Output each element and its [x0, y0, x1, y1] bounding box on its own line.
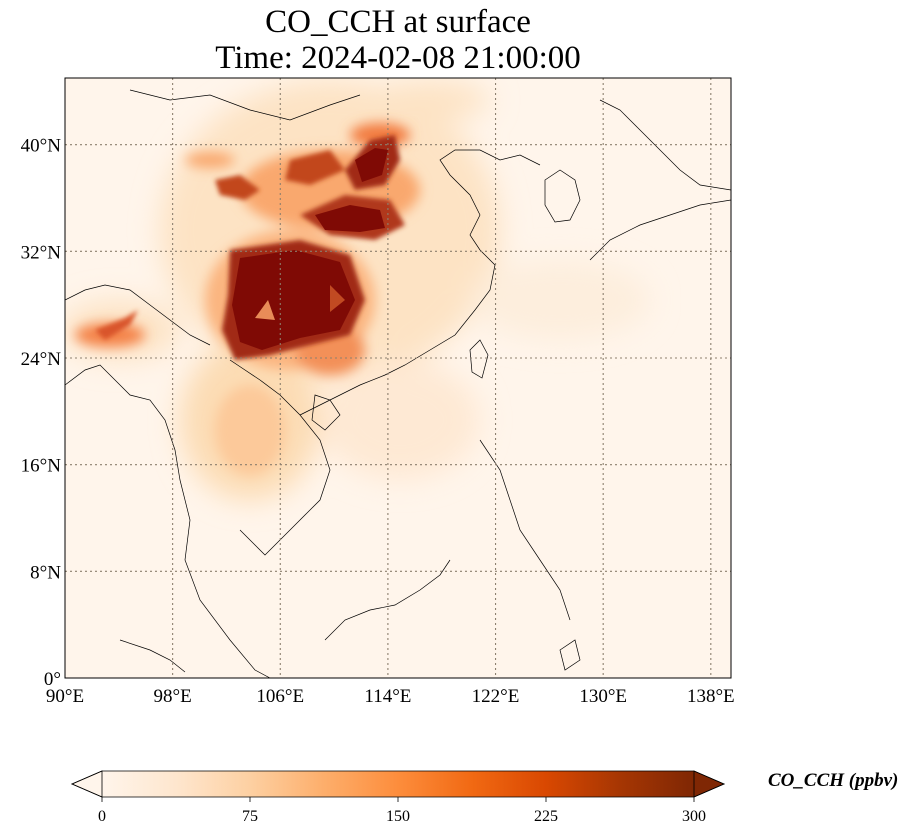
colorbar-body — [102, 771, 694, 797]
lat-tick-label: 32°N — [21, 242, 62, 263]
colorbar-tick-label: 225 — [534, 808, 558, 825]
colorbar-tick-label: 300 — [682, 808, 706, 825]
colorbar-tick-label: 150 — [386, 808, 410, 825]
lon-tick-label: 122°E — [472, 686, 520, 707]
gridlines — [65, 78, 731, 678]
colorbar-tick-label: 75 — [242, 808, 258, 825]
lon-tick-label: 130°E — [579, 686, 627, 707]
map-title-line2: Time: 2024-02-08 21:00:00 — [215, 40, 581, 76]
lon-tick-label: 98°E — [154, 686, 192, 707]
colorbar-tick-label: 0 — [98, 808, 106, 825]
colorbar-title: CO_CCH (ppbv) — [768, 770, 899, 791]
lon-tick-label: 106°E — [256, 686, 304, 707]
lat-tick-label: 0° — [44, 669, 61, 690]
lat-tick-label: 24°N — [21, 349, 62, 370]
map-frame — [64, 77, 732, 679]
colorbar-extend-max — [693, 770, 726, 798]
longitude-tick-labels: 90°E 98°E 106°E 114°E 122°E 130°E 138°E — [46, 686, 735, 707]
lon-tick-label: 114°E — [364, 686, 411, 707]
lon-tick-label: 138°E — [687, 686, 735, 707]
lat-tick-label: 8°N — [30, 562, 61, 583]
concentration-field — [65, 80, 650, 500]
lon-tick-label: 90°E — [46, 686, 84, 707]
lat-tick-label: 40°N — [21, 136, 62, 157]
plume-core — [232, 148, 388, 350]
colorbar: 0 75 150 225 300 — [70, 770, 726, 825]
coastlines — [65, 89, 731, 678]
colorbar-extend-min — [70, 770, 103, 798]
colorbar-ticks: 0 75 150 225 300 — [98, 797, 706, 825]
latitude-tick-labels: 0° 8°N 16°N 24°N 32°N 40°N — [21, 136, 62, 690]
map-title-line1: CO_CCH at surface — [265, 4, 531, 40]
lat-tick-label: 16°N — [21, 456, 62, 477]
